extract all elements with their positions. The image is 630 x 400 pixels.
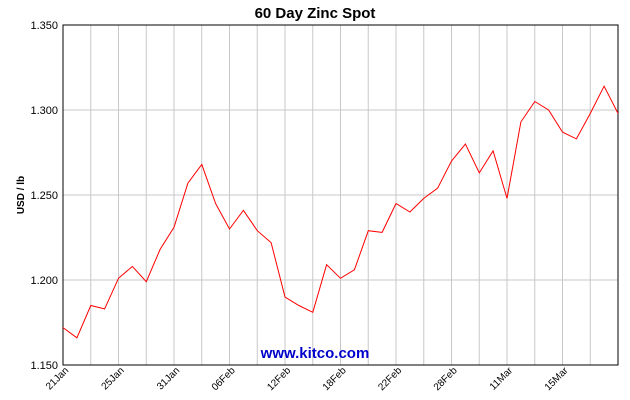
chart-title: 60 Day Zinc Spot: [255, 5, 376, 22]
y-tick-label: 1.300: [30, 105, 58, 117]
y-tick-label: 1.350: [30, 20, 58, 32]
x-tick-label: 11Mar: [488, 365, 516, 393]
x-tick-label: 15Mar: [543, 365, 571, 393]
y-tick-label: 1.250: [30, 190, 58, 202]
zinc-price-line: [62, 85, 619, 339]
x-tick-label: 31Jan: [155, 365, 182, 392]
y-tick-label: 1.200: [30, 275, 58, 287]
y-axis-label: USD / lb: [16, 176, 27, 214]
plot-frame: [62, 24, 619, 366]
y-tick-label: 1.150: [30, 360, 58, 372]
x-tick-label: 12Feb: [265, 365, 293, 393]
x-tick-labels: 21Jan 25Jan 31Jan 06Feb 12Feb 18Feb 22Feb 28Feb…: [44, 365, 571, 393]
kitco-watermark: www.kitco.com: [260, 345, 370, 362]
x-tick-label: 25Jan: [100, 365, 127, 392]
x-tick-label: 06Feb: [210, 365, 238, 393]
x-tick-label: 28Feb: [432, 365, 460, 393]
grid: [63, 25, 618, 365]
x-tick-label: 18Feb: [321, 365, 349, 393]
x-tick-label: 22Feb: [376, 365, 404, 393]
y-tick-labels: 1.150 1.200 1.250 1.300 1.350: [30, 20, 58, 372]
